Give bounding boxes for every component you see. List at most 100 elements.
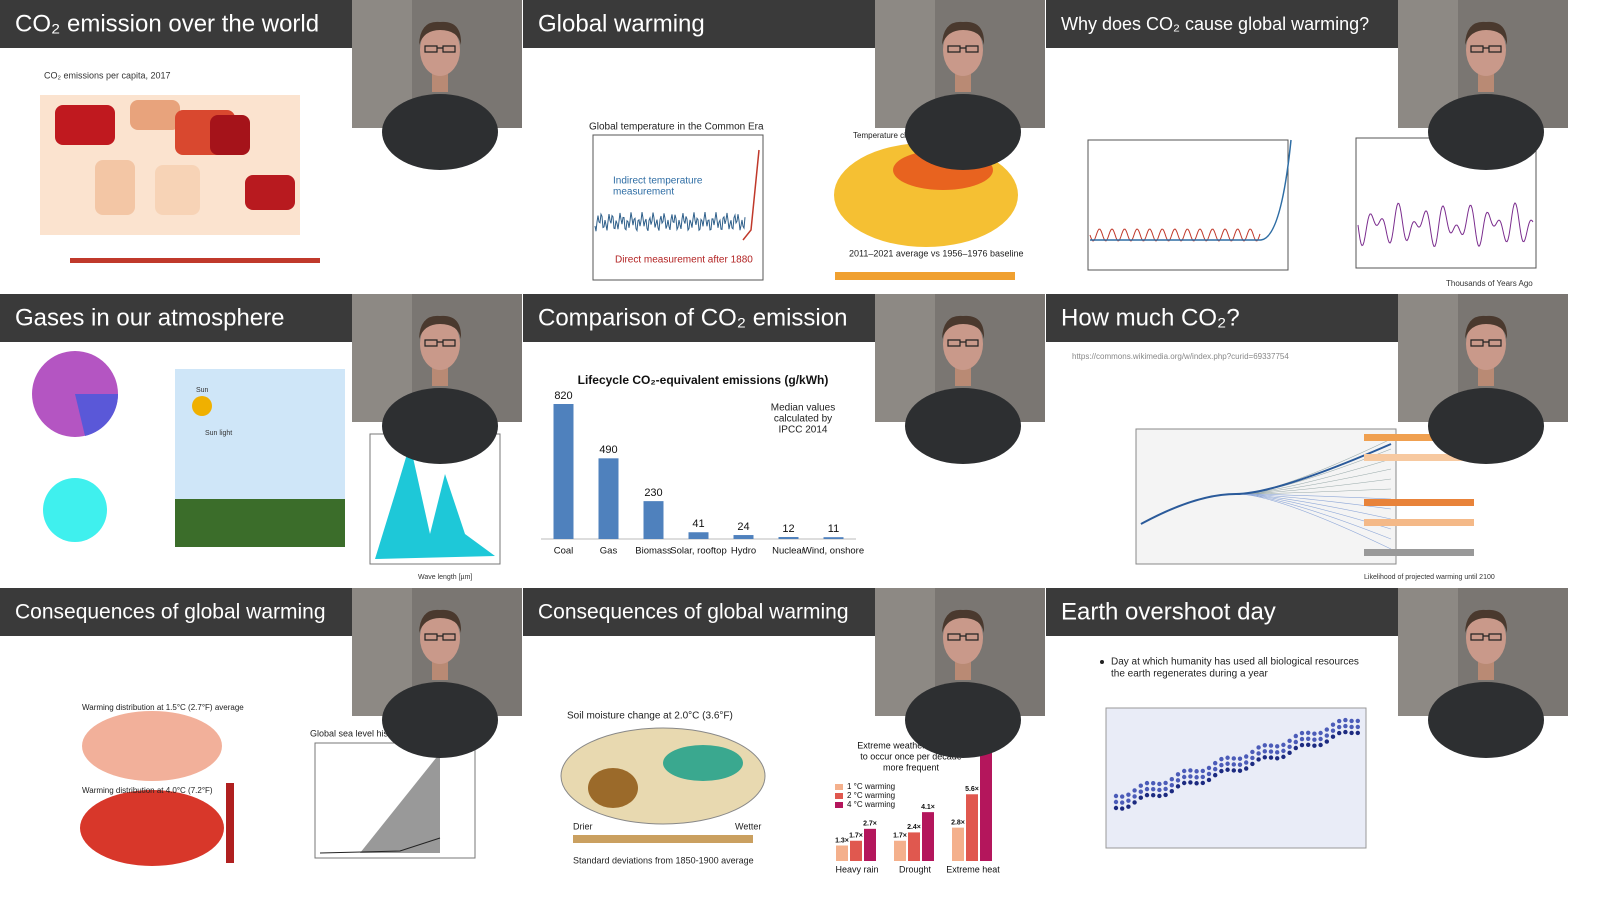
ground: [175, 499, 345, 547]
dot: [1244, 754, 1249, 759]
title-bar: [0, 588, 352, 636]
category-label: Gas: [600, 546, 618, 557]
dot: [1219, 762, 1224, 768]
category-label: Wind, onshore: [803, 546, 864, 557]
slide-title: Consequences of global warming: [15, 601, 326, 624]
bar: [733, 535, 754, 539]
direct-line: [742, 149, 760, 241]
bar: [922, 812, 934, 861]
sky: [175, 369, 345, 499]
glasses: [1470, 339, 1502, 347]
chart-title: Extreme weather that used: [857, 740, 965, 750]
value-label: 820: [554, 390, 572, 402]
body: [1428, 682, 1544, 758]
glasses: [424, 45, 456, 53]
value-label: 4.1×: [921, 804, 935, 811]
dot: [1299, 736, 1305, 742]
slide-text: Sun: [196, 387, 209, 394]
bullet: [1100, 660, 1104, 664]
category-label: Drought: [899, 864, 932, 874]
dot: [1182, 780, 1187, 786]
slide-tile[interactable]: Warming distribution at 1.5°C (2.7°F) av…: [0, 588, 522, 881]
history: [319, 837, 441, 854]
chart-note: IPCC 2014: [779, 425, 828, 436]
value-label: 1.7×: [849, 833, 863, 840]
slide-tile[interactable]: Lifecycle CO₂-equivalent emissions (g/kW…: [523, 294, 1045, 587]
dot: [1324, 727, 1329, 732]
slide-tile[interactable]: https://commons.wikimedia.org/w/index.ph…: [1046, 294, 1568, 587]
body: [905, 388, 1021, 464]
bar: [850, 840, 862, 861]
glasses: [947, 45, 979, 53]
dot: [1281, 748, 1286, 754]
slide: Day at which humanity has used all biolo…: [1046, 588, 1568, 849]
slide-text: Warming distribution at 4.0°C (7.2°F): [82, 786, 213, 795]
dot: [1262, 755, 1267, 760]
value-label: 5.6×: [965, 786, 979, 793]
chart-title: more frequent: [883, 762, 940, 772]
slide-tile[interactable]: Day at which humanity has used all biolo…: [1046, 588, 1568, 881]
dot: [1337, 724, 1342, 730]
map-region: [95, 160, 135, 215]
dot: [1355, 718, 1360, 724]
dot: [1343, 717, 1348, 723]
slide-title: Consequences of global warming: [538, 601, 849, 624]
hair: [942, 609, 985, 633]
dot: [1299, 730, 1305, 736]
chart-title: Lifecycle CO₂-equivalent emissions (g/kW…: [578, 373, 829, 387]
dot: [1268, 749, 1274, 754]
slide: Sun Sun light Wave length [µm] Gases in our…: [0, 294, 522, 581]
dot: [1330, 722, 1336, 727]
slide-tile[interactable]: Thousands of Years Ago Why does CO₂ cause…: [1046, 0, 1568, 293]
slide-text: Sun light: [205, 430, 232, 437]
neck: [432, 364, 448, 386]
bar: [643, 501, 664, 539]
legend-label: 1 °C warming: [847, 782, 895, 791]
dot: [1306, 730, 1311, 735]
value-label: 12: [782, 523, 794, 535]
dot: [1194, 769, 1199, 774]
title-bar: [523, 0, 875, 48]
dot: [1163, 780, 1168, 786]
dot: [1281, 742, 1286, 748]
slide-tile[interactable]: Extreme weather that used to occur once p…: [523, 588, 1045, 881]
slide-tile[interactable]: Sun Sun light Wave length [µm] Gases in our…: [0, 294, 522, 587]
dot: [1163, 792, 1168, 798]
slide-tile[interactable]: Global temperature in the Common Era Indi…: [523, 0, 1045, 293]
dot: [1244, 766, 1249, 771]
co2-line: [1090, 139, 1292, 241]
value-label: 1.7×: [893, 833, 907, 840]
head: [1466, 24, 1506, 76]
legend-swatch: [835, 784, 843, 790]
head: [943, 612, 983, 664]
title-bar: [523, 588, 875, 636]
category-label: Extreme heat: [946, 864, 1000, 874]
dot: [1169, 783, 1174, 788]
slide-tile[interactable]: CO₂ emissions per capita, 2017 CO₂ emissi…: [0, 0, 522, 293]
dot: [1312, 743, 1317, 748]
hair: [942, 315, 985, 339]
value-label: 230: [644, 487, 662, 499]
body: [1428, 388, 1544, 464]
category-label: Biomass: [635, 546, 672, 557]
likelihood-bar: [1364, 499, 1474, 506]
slide-text: Wetter: [735, 821, 761, 831]
dot: [1144, 792, 1150, 798]
slide-title: Global warming: [538, 10, 705, 37]
dot: [1157, 793, 1162, 799]
value-label: 2.8×: [951, 819, 965, 826]
value-label: 11: [828, 523, 839, 535]
likelihood-bar: [1364, 549, 1474, 556]
title-bar: [1046, 0, 1398, 48]
dot: [1206, 777, 1212, 783]
slide-text: https://commons.wikimedia.org/w/index.ph…: [1072, 352, 1289, 361]
head: [1466, 318, 1506, 370]
dot: [1120, 800, 1125, 805]
dot: [1175, 784, 1181, 789]
dot: [1213, 772, 1218, 778]
dot: [1169, 789, 1174, 794]
bar: [980, 749, 992, 861]
dot: [1182, 774, 1187, 780]
head: [943, 318, 983, 370]
